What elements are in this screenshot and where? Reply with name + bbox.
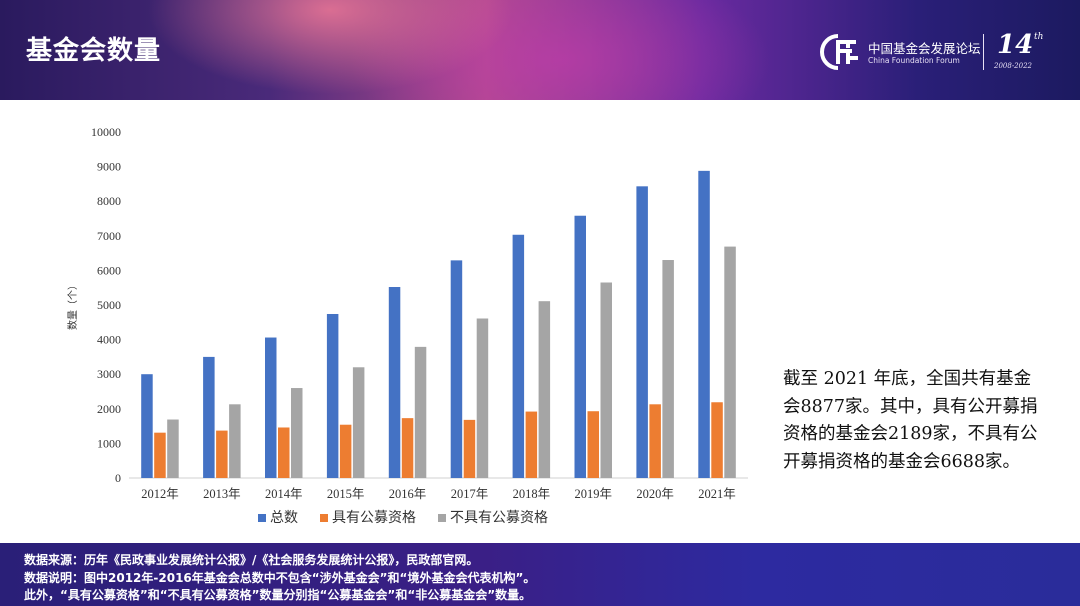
y-tick-label: 4000	[97, 333, 121, 347]
bar-total	[698, 170, 710, 478]
footer-source: 数据来源：历年《民政事业发展统计公报》/《社会服务发展统计公报》，民政部官网。	[24, 553, 479, 567]
legend-swatch	[320, 514, 328, 522]
x-tick-label: 2013年	[203, 487, 241, 501]
legend-label: 不具有公募资格	[450, 510, 548, 526]
bar-nonpublic	[414, 346, 427, 478]
bar-nonpublic	[476, 318, 489, 478]
page-title: 基金会数量	[26, 36, 162, 66]
bar-public	[525, 411, 538, 478]
logo-years: 2008-2022	[994, 62, 1032, 70]
y-tick-label: 5000	[97, 298, 121, 312]
logo-chinese-text: 中国基金会发展论坛	[868, 41, 981, 56]
x-tick-label: 2014年	[265, 487, 303, 501]
bar-nonpublic	[291, 388, 303, 478]
bar-nonpublic	[167, 419, 179, 478]
bar-public	[401, 418, 414, 478]
bar-total	[574, 215, 586, 478]
logo-number: 14	[997, 30, 1034, 60]
bar-total	[326, 313, 339, 478]
bar-public	[278, 427, 290, 478]
bar-total	[636, 186, 648, 478]
forum-logo: 中国基金会发展论坛 China Foundation Forum 14 th 2…	[816, 30, 1066, 76]
summary-text: 截至 2021 年底，全国共有基金会8877家。其中，具有公开募捐资格的基金会2…	[783, 369, 1038, 472]
bar-public	[649, 404, 661, 478]
bar-nonpublic	[724, 246, 736, 478]
bar-nonpublic	[229, 404, 241, 478]
footer-banner: 数据来源：历年《民政事业发展统计公报》/《社会服务发展统计公报》，民政部官网。 …	[0, 543, 1080, 606]
legend-swatch	[258, 514, 266, 522]
bar-total	[203, 356, 215, 478]
foundation-count-chart: 0 1000 2000 3000 4000 5000 6000 7000 8000 9000 100…	[66, 125, 748, 526]
x-tick-label: 2016年	[389, 487, 427, 501]
footer-note-extra: 此外，“具有公募资格”和“不具有公募资格”数量分别指“公募基金会”和“非公募基金…	[24, 588, 532, 602]
x-tick-label: 2020年	[636, 487, 674, 501]
bar-public	[154, 432, 166, 478]
y-axis-label: 数量（个）	[66, 280, 79, 330]
y-tick-label: 7000	[97, 229, 121, 243]
bar-nonpublic	[662, 260, 674, 478]
x-tick-label: 2018年	[513, 487, 551, 501]
bar-nonpublic	[600, 282, 612, 478]
bar-total	[512, 234, 525, 478]
y-tick-label: 0	[115, 471, 121, 485]
x-tick-label: 2015年	[327, 487, 365, 501]
y-tick-label: 8000	[97, 194, 121, 208]
x-tick-label: 2017年	[451, 487, 489, 501]
y-tick-label: 2000	[97, 402, 121, 416]
y-tick-label: 9000	[97, 160, 121, 174]
cff-logo-icon	[820, 34, 858, 70]
x-tick-label: 2021年	[698, 487, 736, 501]
legend-swatch	[438, 514, 446, 522]
bar-public	[711, 402, 723, 478]
bar-public	[587, 411, 599, 478]
y-tick-label: 1000	[97, 436, 121, 450]
x-tick-label: 2012年	[141, 487, 179, 501]
logo-english-text: China Foundation Forum	[868, 56, 960, 65]
bar-total	[388, 287, 401, 478]
bar-public	[339, 424, 352, 478]
bar-total	[141, 374, 153, 478]
y-tick-label: 6000	[97, 263, 121, 277]
bar-total	[450, 260, 463, 478]
legend-label: 总数	[270, 510, 298, 526]
header-banner: 基金会数量 中国基金会发展论坛 China Foundation Forum 1…	[0, 0, 1080, 100]
footer-note: 数据说明：图中2012年-2016年基金会总数中不包含“涉外基金会”和“境外基金…	[24, 571, 536, 585]
bar-total	[265, 337, 277, 478]
y-tick-label: 10000	[91, 125, 121, 139]
x-tick-label: 2019年	[574, 487, 612, 501]
bar-nonpublic	[538, 301, 551, 478]
bar-public	[216, 430, 228, 478]
legend-label: 具有公募资格	[332, 510, 416, 526]
logo-superscript: th	[1034, 32, 1044, 42]
bar-nonpublic	[352, 367, 365, 478]
bar-public	[463, 419, 476, 478]
logo-divider	[983, 34, 984, 70]
y-tick-label: 3000	[97, 367, 121, 381]
